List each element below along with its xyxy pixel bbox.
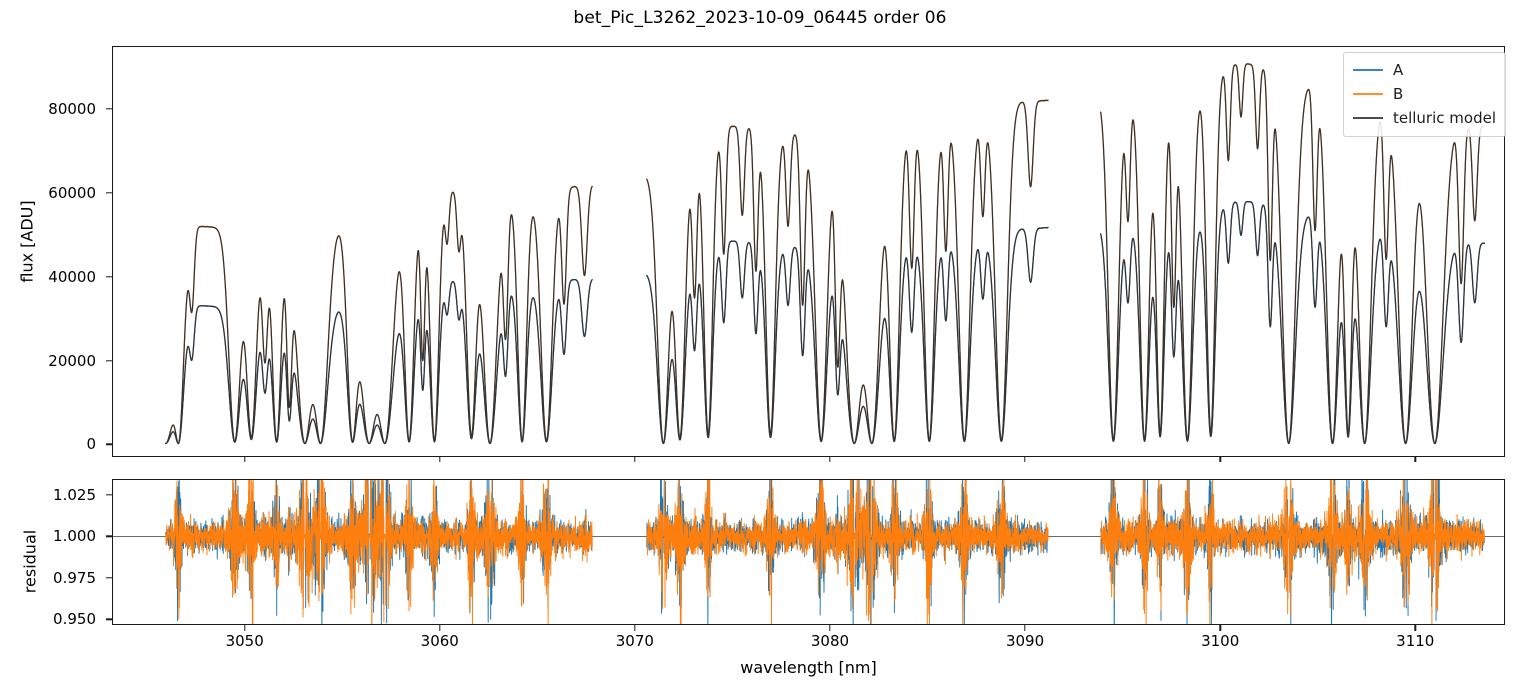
legend-swatch-a-icon <box>1352 68 1383 72</box>
flux-plot-area <box>112 46 1505 457</box>
telluric-model-a-line-segment-3 <box>1100 200 1486 445</box>
x-tick-1 <box>439 625 441 631</box>
x-tick-3 <box>829 625 831 631</box>
y-tick-label-flux-4: 80000 <box>48 99 96 118</box>
figure-title: bet_Pic_L3262_2023-10-09_06445 order 06 <box>573 8 947 28</box>
y-tick-label-residual-3: 1.025 <box>53 485 96 504</box>
x-tick-label-3: 3080 <box>810 632 850 650</box>
x-tick-4 <box>1024 625 1026 631</box>
telluric-model-b-line-segment-3 <box>1100 63 1486 445</box>
y-tick-flux-4 <box>106 108 112 110</box>
x-tick-main-5 <box>1219 457 1221 462</box>
x-tick-label-0: 3050 <box>225 632 264 650</box>
x-tick-0 <box>243 625 246 631</box>
y-tick-residual-1 <box>106 577 112 579</box>
x-tick-main-1 <box>439 457 441 462</box>
residual-a-line-segment-1 <box>165 480 593 624</box>
residual-b-line-segment-2 <box>646 480 1049 624</box>
y-tick-label-flux-2: 40000 <box>48 267 96 286</box>
x-tick-main-2 <box>634 457 636 462</box>
y-tick-flux-1 <box>106 359 112 362</box>
x-axis-title: wavelength [nm] <box>740 658 877 677</box>
flux-plot-canvas <box>164 62 1486 445</box>
y-tick-label-flux-1: 20000 <box>48 351 96 370</box>
x-tick-label-5: 3100 <box>1201 632 1240 650</box>
y-tick-residual-3 <box>106 494 112 496</box>
x-tick-5 <box>1219 625 1221 631</box>
y-tick-label-flux-3: 60000 <box>48 183 96 202</box>
x-tick-label-6: 3110 <box>1396 632 1435 650</box>
residual-plot-area <box>112 479 1505 625</box>
y-tick-residual-0 <box>106 618 112 620</box>
y-tick-flux-0 <box>106 443 112 446</box>
legend-entry-telluric-model: telluric model <box>1352 106 1496 130</box>
y-axis-title-residual: residual <box>20 529 40 594</box>
x-tick-label-1: 3060 <box>420 632 459 650</box>
x-tick-label-4: 3090 <box>1005 632 1045 650</box>
x-tick-main-3 <box>829 457 831 462</box>
legend-label: B <box>1392 85 1404 103</box>
y-tick-label-flux-0: 0 <box>86 435 96 454</box>
legend-entry-a: A <box>1352 58 1496 82</box>
y-tick-label-residual-1: 0.975 <box>53 568 96 587</box>
legend-entry-b: B <box>1352 82 1496 106</box>
x-tick-label-2: 3070 <box>615 632 654 650</box>
x-tick-main-4 <box>1024 457 1026 462</box>
x-tick-main-6 <box>1414 457 1416 462</box>
x-tick-2 <box>634 625 636 631</box>
residual-b-line-segment-1 <box>165 480 593 624</box>
telluric-model-b-line-segment-1 <box>164 185 593 445</box>
y-tick-label-residual-0: 0.950 <box>53 610 96 629</box>
telluric-model-a-line-segment-2 <box>646 226 1049 445</box>
residual-b-line-segment-3 <box>1100 480 1485 624</box>
y-axis-title-flux: flux [ADU] <box>17 200 37 283</box>
residual-plot-canvas <box>113 480 1504 624</box>
legend-label: telluric model <box>1392 109 1496 127</box>
telluric-model-b-line-segment-2 <box>646 99 1049 445</box>
legend-label: A <box>1392 61 1404 79</box>
y-tick-label-residual-2: 1.000 <box>53 527 96 546</box>
x-tick-6 <box>1414 625 1416 631</box>
legend-swatch-b-icon <box>1352 92 1383 96</box>
legend-swatch-telluric-icon <box>1352 116 1383 120</box>
y-tick-flux-2 <box>106 275 112 278</box>
y-tick-residual-2 <box>106 535 112 537</box>
x-tick-main-0 <box>243 457 246 462</box>
y-tick-flux-3 <box>106 192 112 194</box>
